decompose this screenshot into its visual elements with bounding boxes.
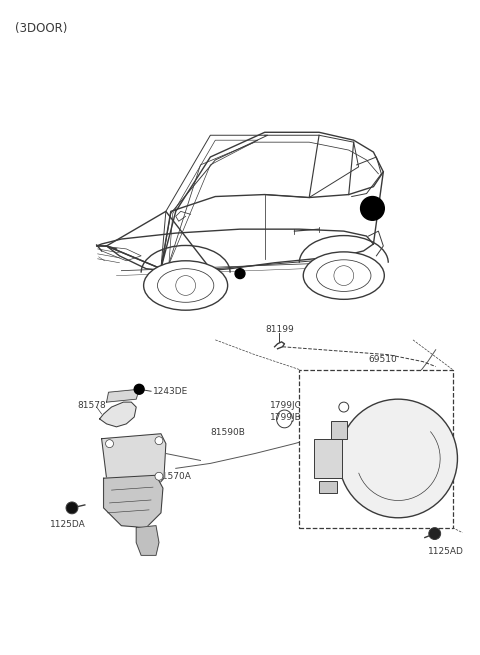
Polygon shape [136, 526, 159, 555]
Bar [300, 369, 453, 528]
Bar [314, 439, 342, 478]
Polygon shape [104, 476, 163, 528]
Bar [331, 421, 347, 439]
Ellipse shape [144, 261, 228, 310]
Ellipse shape [303, 252, 384, 299]
Circle shape [235, 269, 245, 278]
Text: 1799JB: 1799JB [270, 413, 301, 422]
Text: 58752R: 58752R [300, 443, 335, 453]
Circle shape [334, 266, 354, 286]
Circle shape [106, 440, 113, 447]
Circle shape [176, 276, 195, 295]
Polygon shape [107, 389, 139, 402]
Text: 1125AD: 1125AD [428, 548, 464, 557]
Text: 87551: 87551 [360, 401, 389, 409]
Polygon shape [102, 434, 166, 493]
Circle shape [339, 402, 349, 412]
Text: (3DOOR): (3DOOR) [14, 22, 67, 35]
Text: 1243DE: 1243DE [153, 386, 188, 396]
Text: 81590B: 81590B [210, 428, 245, 437]
Text: 81578: 81578 [77, 401, 106, 409]
Ellipse shape [339, 399, 457, 517]
Bar [319, 481, 337, 493]
Polygon shape [100, 402, 136, 427]
Circle shape [155, 472, 163, 480]
Circle shape [66, 502, 78, 514]
Circle shape [429, 528, 441, 540]
Ellipse shape [157, 269, 214, 303]
Text: 81199: 81199 [265, 325, 294, 334]
Ellipse shape [317, 260, 371, 291]
Text: 69510: 69510 [369, 354, 397, 364]
Text: 81570A: 81570A [156, 472, 191, 481]
Text: 1125DA: 1125DA [50, 520, 86, 529]
Text: 1799JC: 1799JC [270, 401, 301, 410]
Circle shape [155, 437, 163, 445]
Circle shape [134, 384, 144, 394]
Circle shape [360, 196, 384, 220]
Text: 79552: 79552 [301, 429, 330, 438]
